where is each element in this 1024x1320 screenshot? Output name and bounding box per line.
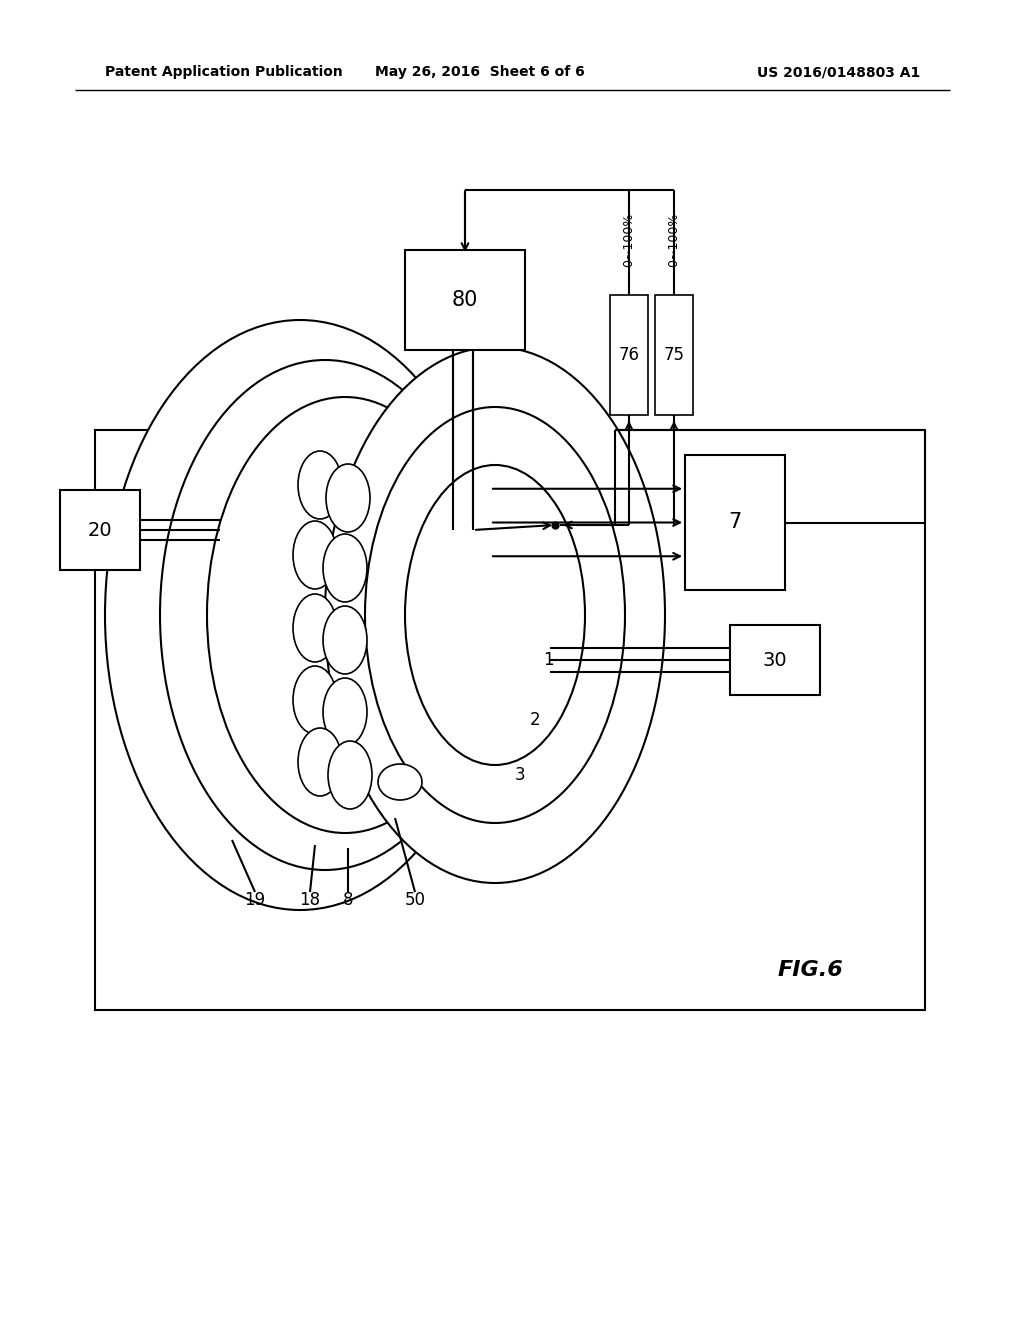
- Ellipse shape: [406, 465, 585, 766]
- Text: 1: 1: [543, 651, 553, 669]
- Ellipse shape: [365, 407, 625, 822]
- Bar: [406, 249, 525, 350]
- Text: FIG.6: FIG.6: [777, 960, 843, 979]
- Ellipse shape: [160, 360, 490, 870]
- Ellipse shape: [293, 667, 337, 734]
- Text: 18: 18: [299, 891, 321, 909]
- Text: 3: 3: [515, 766, 525, 784]
- Ellipse shape: [328, 741, 372, 809]
- Bar: [685, 455, 785, 590]
- Ellipse shape: [378, 764, 422, 800]
- Bar: [730, 624, 820, 696]
- Bar: [610, 294, 648, 414]
- Text: 76: 76: [618, 346, 640, 364]
- Ellipse shape: [325, 347, 665, 883]
- Ellipse shape: [298, 451, 342, 519]
- Text: 19: 19: [245, 891, 265, 909]
- Ellipse shape: [326, 465, 370, 532]
- Ellipse shape: [293, 521, 337, 589]
- Text: Patent Application Publication: Patent Application Publication: [105, 65, 343, 79]
- Text: 80: 80: [452, 290, 478, 310]
- Text: 20: 20: [88, 520, 113, 540]
- Text: 2: 2: [529, 711, 541, 729]
- Ellipse shape: [323, 606, 367, 675]
- Ellipse shape: [323, 678, 367, 746]
- Text: 0~100%: 0~100%: [623, 213, 636, 267]
- Ellipse shape: [298, 729, 342, 796]
- Bar: [655, 294, 693, 414]
- Text: 50: 50: [404, 891, 426, 909]
- Text: 7: 7: [728, 512, 741, 532]
- Text: US 2016/0148803 A1: US 2016/0148803 A1: [757, 65, 920, 79]
- Ellipse shape: [105, 319, 495, 909]
- Bar: [95, 430, 925, 1010]
- Text: 30: 30: [763, 651, 787, 669]
- Ellipse shape: [207, 397, 483, 833]
- Text: 75: 75: [664, 346, 684, 364]
- Text: May 26, 2016  Sheet 6 of 6: May 26, 2016 Sheet 6 of 6: [375, 65, 585, 79]
- Ellipse shape: [323, 535, 367, 602]
- Text: 0~100%: 0~100%: [668, 213, 681, 267]
- Ellipse shape: [293, 594, 337, 663]
- Text: 8: 8: [343, 891, 353, 909]
- Bar: [60, 490, 140, 570]
